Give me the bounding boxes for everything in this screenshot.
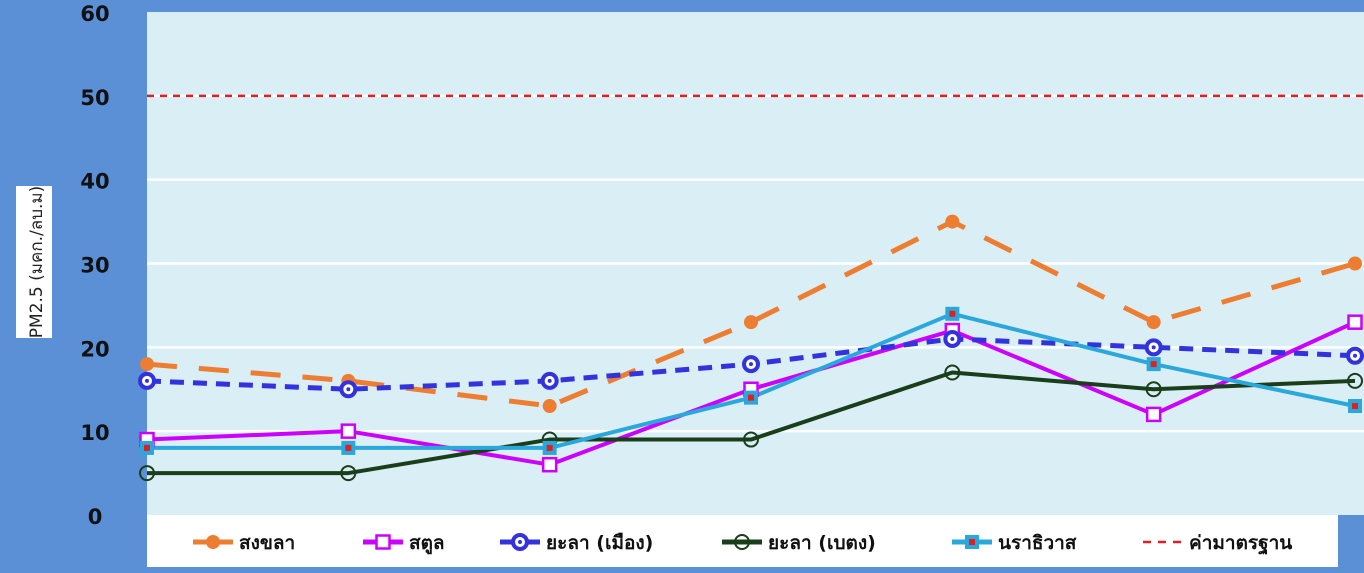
legend-label: ยะลา (เมือง) [546,532,653,554]
y-tick-label: 10 [80,421,109,445]
legend-marker [206,535,220,549]
data-point [945,306,960,321]
legend-marker [734,534,750,550]
legend-label: ค่ามาตรฐาน [1189,532,1292,556]
legend-label: สงขลา [239,532,295,554]
y-axis-label-group: PM2.5 (มคก./ลบ.ม) [16,186,52,338]
data-point [542,399,557,414]
legend-marker [375,534,391,550]
legend-marker [965,535,979,549]
data-point [139,465,155,482]
legend-label: สตูล [409,532,445,555]
data-point [1146,315,1161,330]
data-point [1348,399,1362,414]
legend-label: ยะลา (เบตง) [768,532,876,554]
data-point [540,371,559,390]
data-point [1348,256,1362,271]
legend-item-4: นราธิวาส [952,532,1077,554]
data-point [140,357,154,372]
data-point [744,315,758,330]
data-point [542,440,557,455]
data-point [541,456,558,473]
data-point [1347,372,1363,389]
series-line-3 [147,370,1356,476]
legend-label: นราธิวาส [998,532,1077,554]
data-point [1144,338,1163,357]
data-point [742,355,760,374]
data-point [140,440,154,455]
y-tick-label: 0 [88,505,103,529]
data-point [1346,346,1364,365]
data-point [138,371,156,390]
data-point [1145,381,1162,398]
data-point [1145,406,1162,423]
y-tick-label: 40 [80,170,109,194]
data-point [340,465,357,482]
data-point [341,440,356,455]
data-point [944,364,961,381]
data-point [945,214,960,229]
y-tick-label: 30 [80,254,109,278]
legend-item-3: ยะลา (เบตง) [722,532,876,554]
data-point [1347,314,1363,330]
data-point [340,423,357,439]
data-point [943,329,962,348]
data-point [743,431,759,448]
legend-marker [511,533,529,551]
legend-item-1: สตูล [363,532,445,555]
y-tick-label: 50 [80,86,109,110]
data-point [744,390,758,405]
y-tick-label: 60 [80,2,109,26]
legend-item-2: ยะลา (เมือง) [500,532,653,554]
data-point [339,380,358,399]
legend-item-5: ค่ามาตรฐาน [1143,532,1292,556]
y-tick-label: 20 [80,337,109,361]
legend-item-0: สงขลา [193,532,295,554]
y-axis-label: PM2.5 (มคก./ลบ.ม) [27,186,47,338]
data-point [1146,357,1161,372]
